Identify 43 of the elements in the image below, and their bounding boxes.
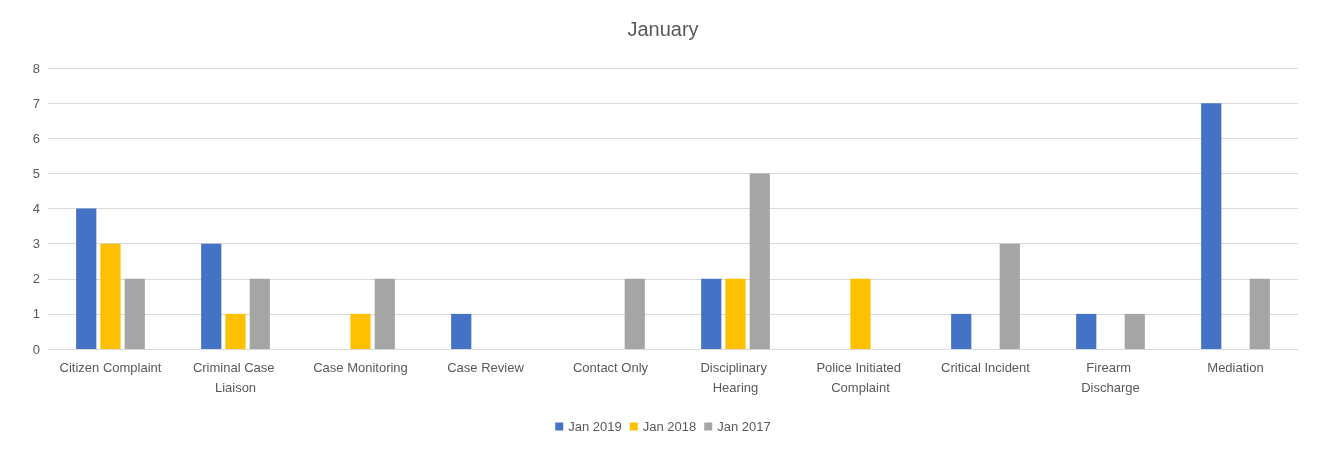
y-tick-label: 6 — [32, 130, 40, 146]
bar — [701, 278, 722, 349]
bar — [1076, 313, 1097, 349]
bar — [999, 243, 1020, 349]
bar — [951, 313, 972, 349]
x-tick-label: Critical Incident — [941, 359, 1031, 375]
x-tick-label: Firearm Discharge — [1081, 359, 1140, 395]
bar — [249, 278, 270, 349]
y-tick-label: 8 — [32, 60, 40, 76]
bar — [225, 313, 246, 349]
x-tick-label: Citizen Complaint — [59, 359, 162, 375]
y-tick-label: 2 — [32, 271, 40, 287]
y-tick-label: 5 — [32, 165, 40, 181]
bar — [1124, 313, 1145, 349]
y-tick-label: 3 — [32, 236, 40, 252]
x-tick-label: Disciplinary Hearing — [700, 359, 771, 395]
bar — [350, 313, 371, 349]
bar — [76, 208, 97, 349]
x-tick-label: Contact Only — [572, 359, 649, 375]
legend-label: Jan 2018 — [642, 419, 697, 434]
x-tick-label: Criminal Case Liaison — [192, 359, 279, 395]
bar — [201, 243, 222, 349]
y-tick-label: 1 — [32, 306, 40, 322]
bar — [1249, 278, 1270, 349]
y-tick-label: 4 — [32, 201, 40, 216]
bar — [850, 278, 871, 349]
x-tick-label: Case Review — [447, 359, 525, 375]
bar — [124, 278, 145, 349]
bar — [1201, 103, 1222, 349]
bar — [100, 243, 121, 349]
bar — [725, 278, 746, 349]
bar — [374, 278, 395, 349]
bar — [749, 173, 770, 349]
y-tick-label: 0 — [32, 341, 40, 357]
bar — [624, 278, 645, 349]
x-tick-label: Police Initiated Complaint — [816, 359, 905, 395]
x-tick-label: Mediation — [1207, 359, 1264, 375]
bar — [451, 313, 472, 349]
y-tick-label: 7 — [32, 95, 40, 111]
legend-label: Jan 2019 — [568, 419, 622, 434]
x-tick-label: Case Monitoring — [313, 359, 408, 375]
legend-label: Jan 2017 — [717, 419, 771, 434]
chart-title: January — [627, 18, 699, 40]
